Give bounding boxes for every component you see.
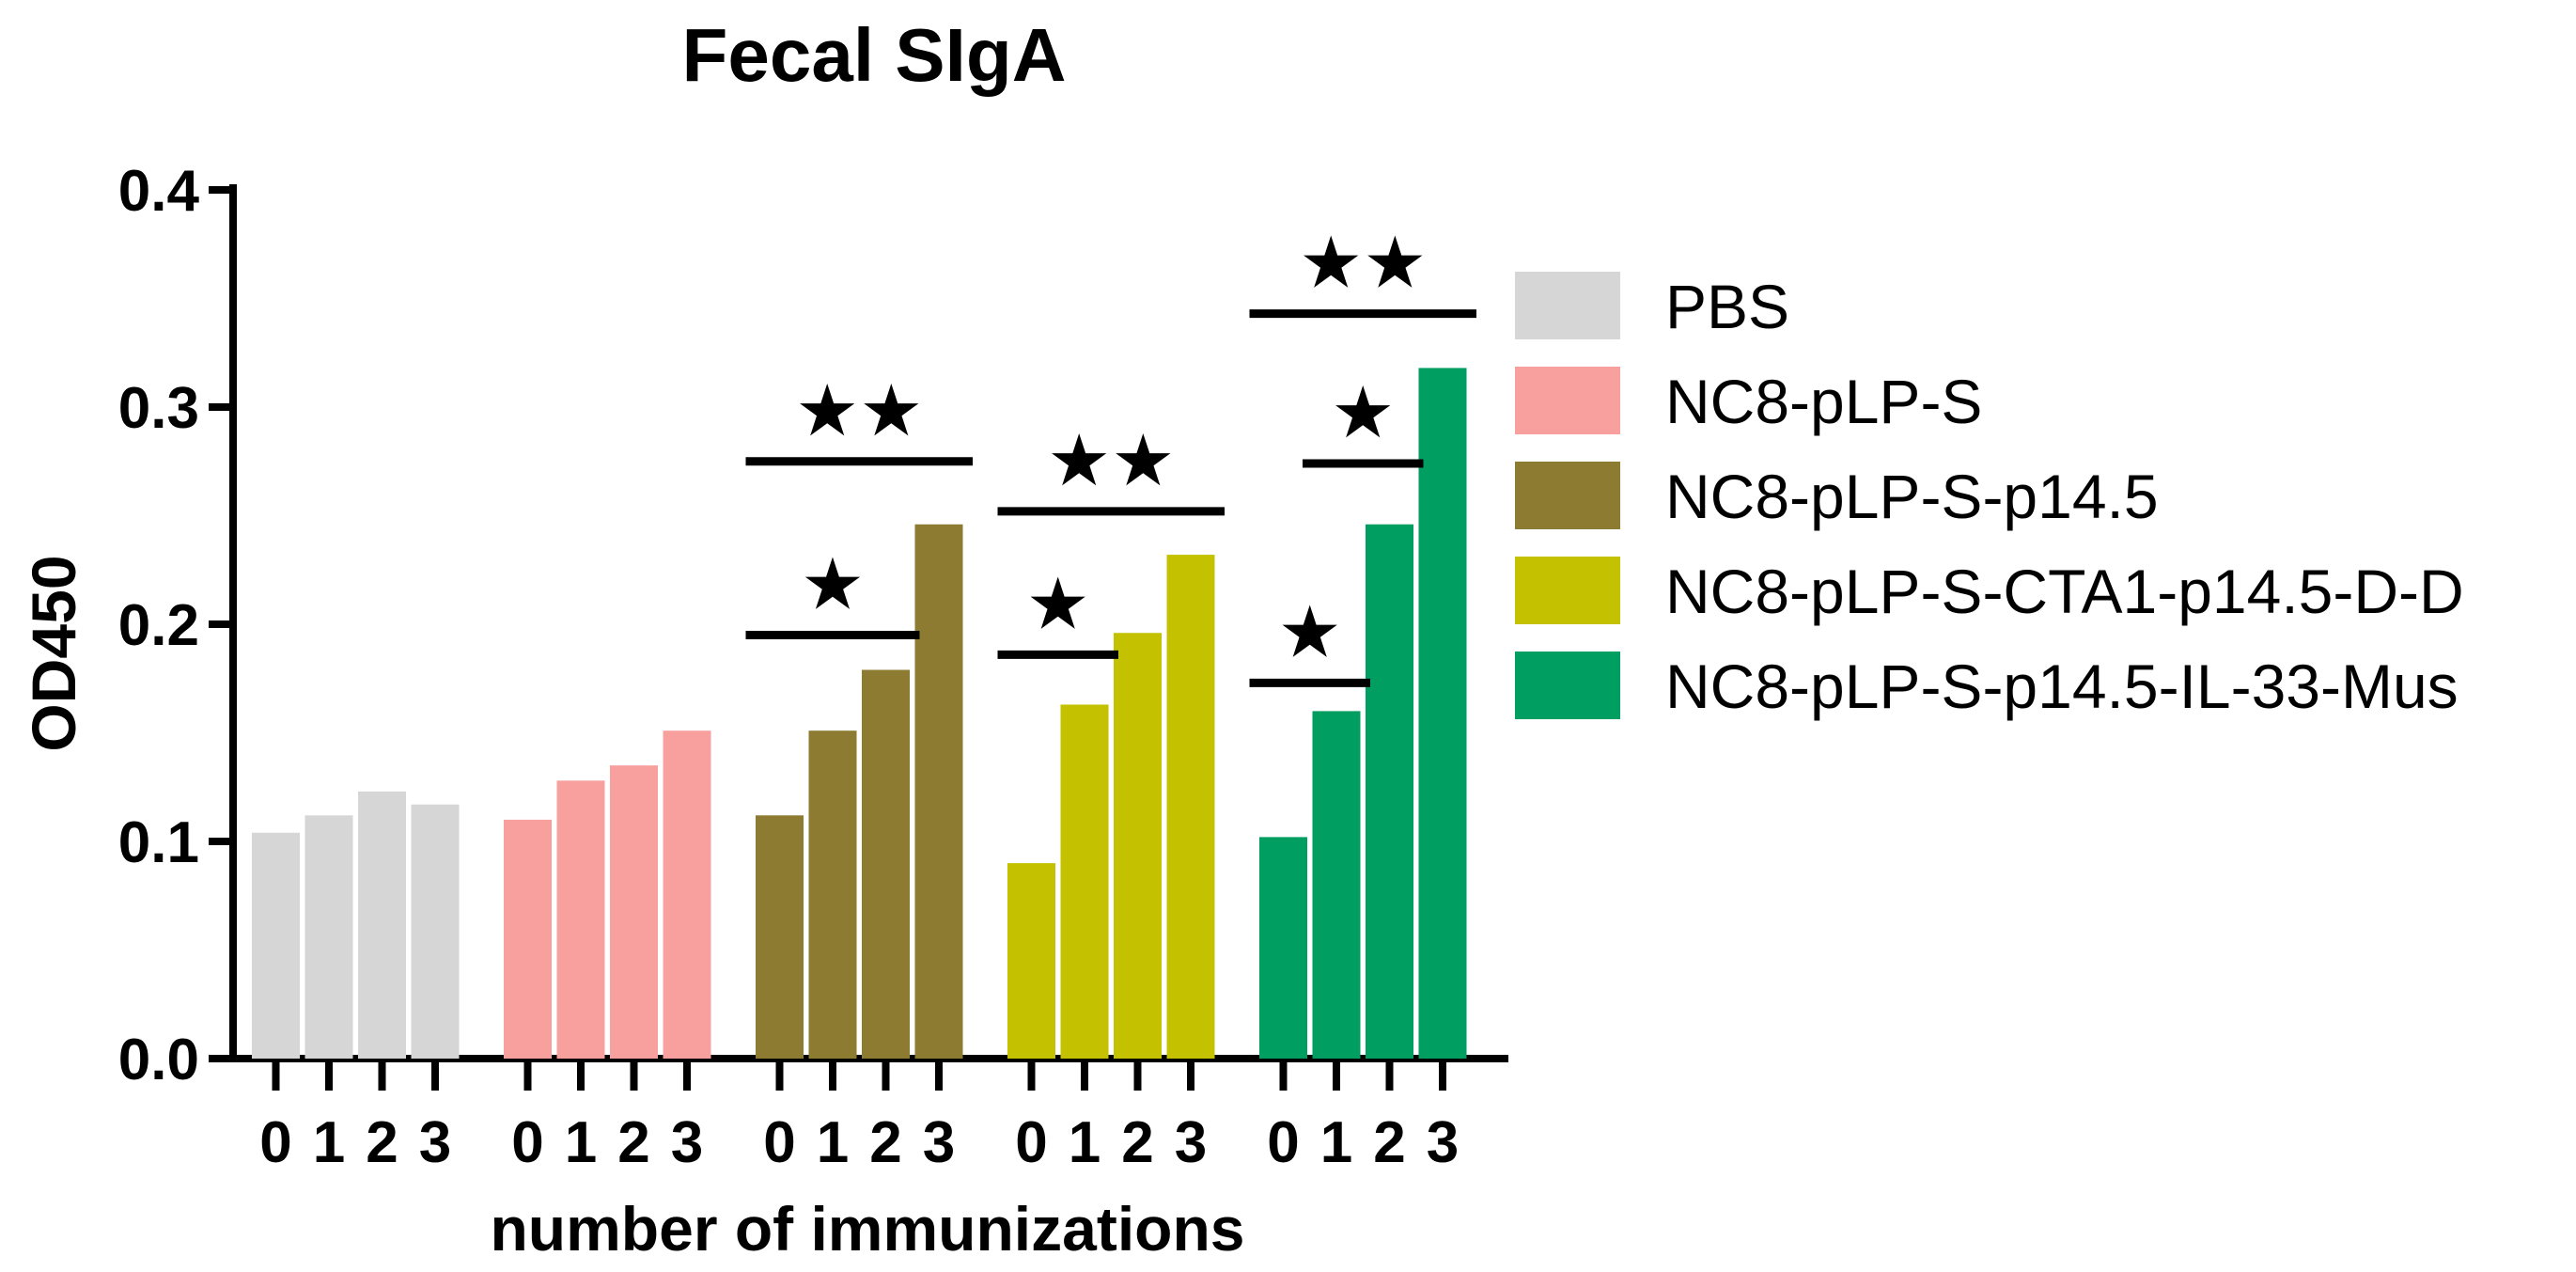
x-tick-label: 2: [366, 1110, 398, 1175]
bar: [1060, 704, 1109, 1059]
x-tick-label: 3: [923, 1110, 955, 1175]
legend-swatch: [1515, 272, 1620, 339]
bar: [1114, 633, 1162, 1059]
significance-marker: ★★: [795, 369, 923, 452]
bar: [556, 780, 605, 1059]
x-tick-label: 3: [671, 1110, 703, 1175]
x-tick-label: 1: [1320, 1110, 1352, 1175]
bar: [252, 832, 300, 1059]
x-tick-label: 2: [1121, 1110, 1153, 1175]
significance-marker: ★: [1278, 589, 1342, 673]
bar: [610, 765, 658, 1059]
bar: [756, 815, 804, 1059]
bar: [862, 669, 910, 1059]
x-tick-label: 1: [313, 1110, 345, 1175]
x-tick-label: 1: [1069, 1110, 1101, 1175]
bar: [1007, 863, 1055, 1059]
x-tick-label: 3: [1175, 1110, 1207, 1175]
y-tick-label: 0.1: [118, 810, 199, 875]
bar: [1312, 711, 1361, 1059]
x-tick-label: 3: [1427, 1110, 1459, 1175]
significance-marker: ★: [1331, 370, 1395, 454]
bar: [914, 524, 963, 1059]
bar: [1418, 368, 1467, 1059]
bar: [504, 819, 552, 1059]
x-tick-label: 2: [617, 1110, 649, 1175]
legend-swatch: [1515, 462, 1620, 529]
x-tick-label: 0: [259, 1110, 291, 1175]
x-tick-label: 0: [1015, 1110, 1047, 1175]
significance-marker: ★: [1026, 561, 1090, 645]
bar: [358, 791, 406, 1059]
bar: [411, 804, 460, 1059]
bar: [663, 730, 711, 1059]
legend-swatch: [1515, 652, 1620, 719]
legend-label: PBS: [1665, 272, 1789, 341]
y-tick-label: 0.2: [118, 593, 199, 658]
bar: [1166, 555, 1215, 1059]
legend-swatch: [1515, 367, 1620, 434]
x-tick-label: 1: [565, 1110, 597, 1175]
y-tick-label: 0.4: [118, 159, 200, 224]
significance-marker: ★★: [1047, 418, 1175, 502]
significance-marker: ★★: [1299, 221, 1427, 305]
significance-marker: ★: [801, 542, 865, 626]
x-tick-label: 0: [763, 1110, 795, 1175]
legend-swatch: [1515, 557, 1620, 624]
chart-title: Fecal SIgA: [681, 13, 1066, 97]
x-tick-label: 2: [1373, 1110, 1405, 1175]
x-tick-label: 0: [1267, 1110, 1299, 1175]
x-tick-label: 3: [419, 1110, 451, 1175]
bar: [1366, 524, 1413, 1059]
x-tick-label: 2: [869, 1110, 901, 1175]
x-axis-label: number of immunizations: [490, 1194, 1244, 1264]
y-tick-label: 0.0: [118, 1028, 199, 1092]
legend-label: NC8-pLP-S-CTA1-p14.5-D-D: [1665, 557, 2464, 626]
legend-label: NC8-pLP-S: [1665, 367, 1982, 436]
y-axis-label: OD450: [19, 555, 88, 751]
bar: [808, 730, 857, 1059]
bar: [1259, 837, 1307, 1059]
x-tick-label: 1: [817, 1110, 849, 1175]
legend-label: NC8-pLP-S-p14.5: [1665, 462, 2159, 531]
bar: [304, 815, 353, 1059]
y-tick-label: 0.3: [118, 376, 199, 441]
x-tick-label: 0: [511, 1110, 543, 1175]
legend-label: NC8-pLP-S-p14.5-IL-33-Mus: [1665, 652, 2459, 721]
